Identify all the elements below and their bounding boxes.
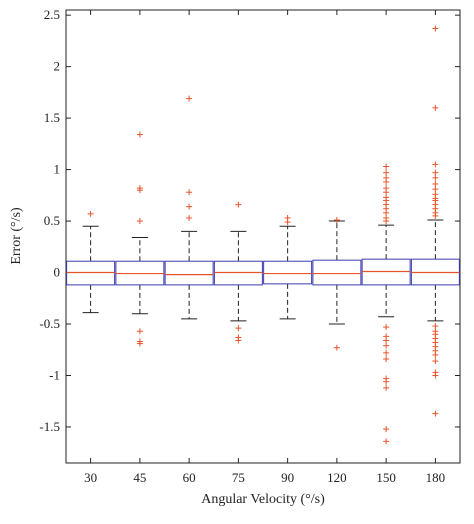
box-60 <box>164 95 214 320</box>
outlier-marker <box>333 217 340 224</box>
y-tick-label: 2 <box>54 59 61 74</box>
y-tick-label: 0 <box>54 265 61 280</box>
y-axis: -1.5 -1 -0.5 0 0.5 1 1.5 2 2.5 <box>39 7 460 434</box>
outlier-marker <box>383 163 390 170</box>
y-tick-label: -1 <box>49 367 60 382</box>
outlier-marker <box>383 169 390 176</box>
outlier-marker <box>432 174 439 181</box>
box-150 <box>361 163 411 445</box>
outlier-marker <box>186 95 193 102</box>
y-axis-label: Error (°/s) <box>9 207 24 265</box>
outlier-marker <box>432 323 439 330</box>
outlier-marker <box>136 328 143 335</box>
y-tick-label: 0.5 <box>44 213 60 228</box>
y-tick-label: 1 <box>54 162 61 177</box>
outlier-marker <box>136 218 143 225</box>
x-tick-label: 120 <box>327 470 347 485</box>
outlier-marker <box>136 131 143 138</box>
outlier-marker <box>235 337 242 344</box>
x-tick-label: 30 <box>84 470 97 485</box>
outlier-marker <box>432 372 439 379</box>
outlier-marker <box>186 203 193 210</box>
box-45 <box>115 131 165 347</box>
outlier-marker <box>383 438 390 445</box>
outlier-marker <box>383 384 390 391</box>
outlier-marker <box>432 186 439 193</box>
x-tick-label: 180 <box>426 470 446 485</box>
iqr-box <box>312 259 362 286</box>
outlier-marker <box>136 340 143 347</box>
x-axis: 30 45 60 75 90 120 150 180 <box>84 10 445 485</box>
iqr-box <box>263 260 313 285</box>
x-tick-label: 45 <box>133 470 146 485</box>
outlier-marker <box>383 342 390 349</box>
iqr-box <box>164 260 214 286</box>
outlier-marker <box>186 189 193 196</box>
x-tick-label: 60 <box>183 470 196 485</box>
outlier-marker <box>432 410 439 417</box>
outlier-marker <box>383 324 390 331</box>
outlier-marker <box>432 104 439 111</box>
outlier-marker <box>432 180 439 187</box>
outlier-marker <box>383 337 390 344</box>
outlier-marker <box>186 214 193 221</box>
y-tick-label: 1.5 <box>44 110 60 125</box>
outlier-marker <box>87 210 94 217</box>
outlier-marker <box>432 351 439 358</box>
outlier-marker <box>235 201 242 208</box>
outlier-marker <box>432 169 439 176</box>
x-tick-label: 90 <box>281 470 294 485</box>
x-axis-label: Angular Velocity (°/s) <box>201 492 325 507</box>
outlier-marker <box>432 161 439 168</box>
outlier-marker <box>383 356 390 363</box>
outlier-marker <box>383 349 390 356</box>
box-120 <box>312 217 362 351</box>
box-75 <box>213 201 263 344</box>
box-180 <box>410 25 460 417</box>
y-tick-label: 2.5 <box>44 7 60 22</box>
outlier-marker <box>383 426 390 433</box>
outlier-marker <box>383 378 390 385</box>
outlier-marker <box>432 25 439 32</box>
outlier-marker <box>333 344 340 351</box>
outlier-marker <box>383 218 390 225</box>
x-tick-label: 150 <box>376 470 396 485</box>
outlier-marker <box>284 219 291 226</box>
boxes-group <box>66 25 460 445</box>
outlier-marker <box>383 189 390 196</box>
x-tick-label: 75 <box>232 470 245 485</box>
outlier-marker <box>432 358 439 365</box>
y-tick-label: -1.5 <box>39 419 60 434</box>
outlier-marker <box>235 325 242 332</box>
outlier-marker <box>432 212 439 219</box>
box-30 <box>66 210 116 314</box>
box-90 <box>263 214 313 320</box>
y-tick-label: -0.5 <box>39 316 60 331</box>
outlier-marker <box>383 209 390 216</box>
outlier-marker <box>136 187 143 194</box>
outlier-marker <box>383 178 390 185</box>
plot-area <box>65 9 461 464</box>
